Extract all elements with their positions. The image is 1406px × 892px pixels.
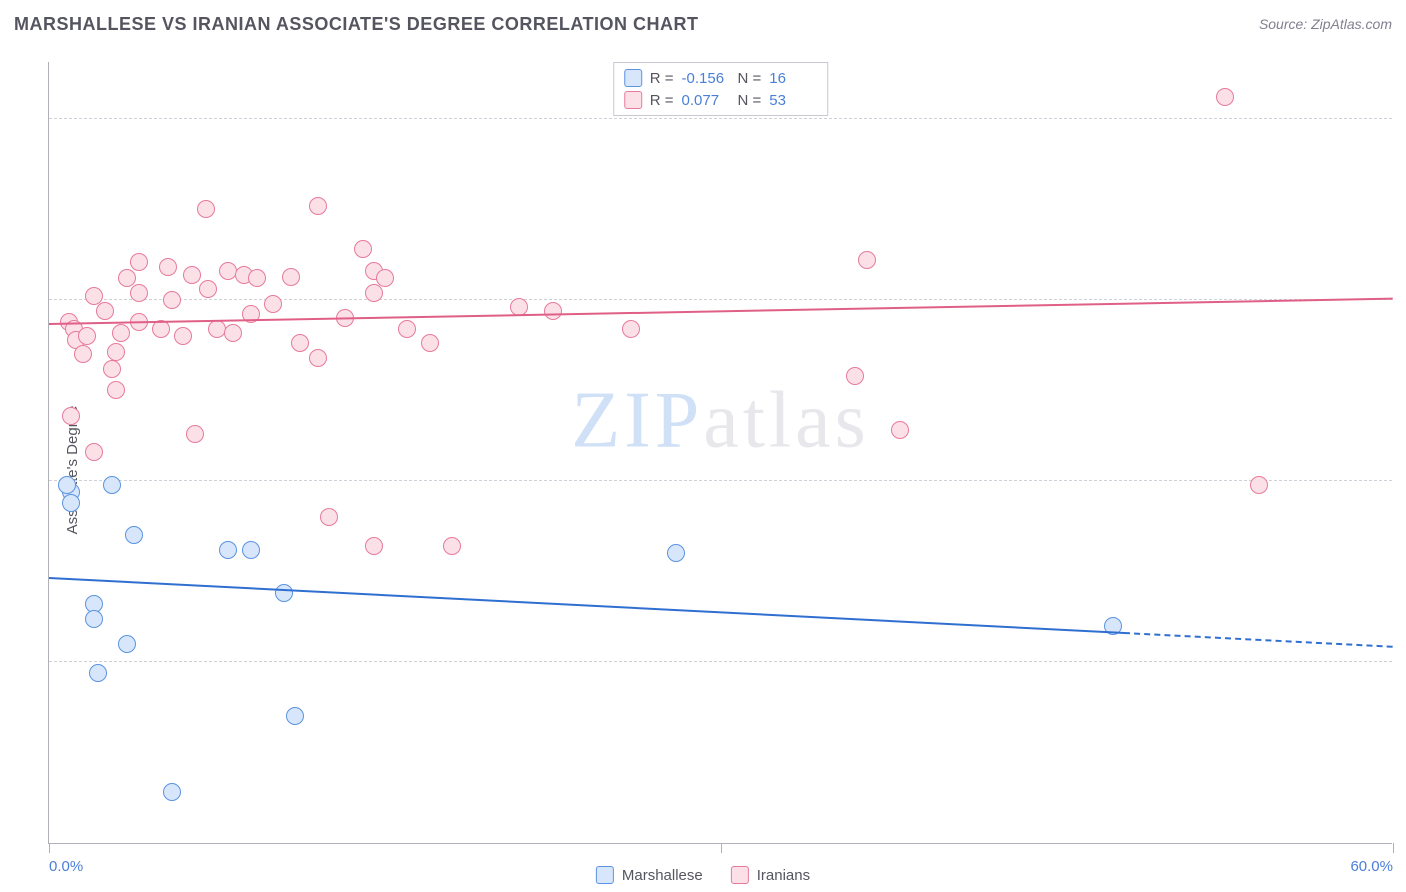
n-value: 53: [769, 92, 817, 109]
scatter-point: [174, 327, 192, 345]
scatter-point: [186, 425, 204, 443]
y-tick-label: 50.0%: [1400, 455, 1406, 472]
scatter-point: [309, 349, 327, 367]
scatter-point: [183, 266, 201, 284]
scatter-point: [78, 327, 96, 345]
scatter-point: [96, 302, 114, 320]
r-label: R =: [650, 70, 674, 87]
legend-swatch: [731, 866, 749, 884]
scatter-point: [118, 635, 136, 653]
series-legend: Marshallese Iranians: [596, 866, 810, 884]
n-label: N =: [738, 92, 762, 109]
scatter-point: [1250, 476, 1268, 494]
n-label: N =: [738, 70, 762, 87]
scatter-point: [130, 253, 148, 271]
scatter-point: [667, 544, 685, 562]
scatter-point: [421, 334, 439, 352]
scatter-point: [282, 268, 300, 286]
scatter-point: [248, 269, 266, 287]
series-legend-label: Marshallese: [622, 867, 703, 884]
scatter-point: [622, 320, 640, 338]
scatter-point: [58, 476, 76, 494]
stats-legend-row: R = -0.156 N = 16: [624, 67, 818, 89]
scatter-point: [354, 240, 372, 258]
y-tick-label: 25.0%: [1400, 636, 1406, 653]
watermark-accent: ZIP: [571, 377, 703, 465]
scatter-point: [891, 421, 909, 439]
scatter-point: [275, 584, 293, 602]
scatter-point: [376, 269, 394, 287]
x-tick: [49, 843, 50, 853]
scatter-point: [443, 537, 461, 555]
series-legend-label: Iranians: [757, 867, 810, 884]
x-tick: [721, 843, 722, 853]
scatter-point: [224, 324, 242, 342]
scatter-point: [544, 302, 562, 320]
scatter-point: [112, 324, 130, 342]
series-legend-item: Iranians: [731, 866, 810, 884]
scatter-point: [163, 291, 181, 309]
scatter-point: [309, 197, 327, 215]
gridline: [49, 480, 1392, 481]
scatter-point: [365, 284, 383, 302]
scatter-point: [103, 360, 121, 378]
gridline: [49, 299, 1392, 300]
gridline: [49, 661, 1392, 662]
n-value: 16: [769, 70, 817, 87]
x-tick-label: 0.0%: [49, 858, 83, 875]
series-legend-item: Marshallese: [596, 866, 703, 884]
y-tick-label: 75.0%: [1400, 274, 1406, 291]
scatter-point: [74, 345, 92, 363]
x-tick-label: 60.0%: [1350, 858, 1393, 875]
scatter-point: [242, 541, 260, 559]
stats-legend: R = -0.156 N = 16 R = 0.077 N = 53: [613, 62, 829, 116]
r-label: R =: [650, 92, 674, 109]
scatter-point: [846, 367, 864, 385]
scatter-point: [159, 258, 177, 276]
scatter-point: [365, 537, 383, 555]
scatter-point: [398, 320, 416, 338]
plot-area: ZIPatlas R =-0.156N =16R =0.077N =53 25.…: [48, 62, 1392, 844]
scatter-point: [1216, 88, 1234, 106]
scatter-point: [85, 610, 103, 628]
scatter-point: [199, 280, 217, 298]
watermark-faint: atlas: [703, 377, 870, 465]
scatter-point: [85, 443, 103, 461]
scatter-point: [103, 476, 121, 494]
watermark: ZIPatlas: [571, 376, 870, 467]
legend-swatch: [596, 866, 614, 884]
scatter-point: [197, 200, 215, 218]
source-label: Source: ZipAtlas.com: [1259, 16, 1392, 32]
chart-title: MARSHALLESE VS IRANIAN ASSOCIATE'S DEGRE…: [14, 14, 698, 35]
stats-legend-row: R = 0.077 N = 53: [624, 89, 818, 111]
scatter-point: [858, 251, 876, 269]
scatter-point: [62, 407, 80, 425]
scatter-point: [89, 664, 107, 682]
scatter-point: [219, 541, 237, 559]
gridline: [49, 118, 1392, 119]
scatter-point: [291, 334, 309, 352]
scatter-point: [62, 494, 80, 512]
scatter-point: [264, 295, 282, 313]
scatter-point: [320, 508, 338, 526]
scatter-point: [107, 343, 125, 361]
scatter-point: [107, 381, 125, 399]
legend-swatch: [624, 69, 642, 87]
scatter-point: [125, 526, 143, 544]
scatter-point: [130, 284, 148, 302]
r-value: 0.077: [682, 92, 730, 109]
scatter-point: [163, 783, 181, 801]
scatter-point: [286, 707, 304, 725]
plot-container: Associate's Degree ZIPatlas R =-0.156N =…: [0, 48, 1406, 892]
r-value: -0.156: [682, 70, 730, 87]
trend-line: [49, 577, 1124, 634]
trend-line-dashed: [1124, 632, 1393, 648]
legend-swatch: [624, 91, 642, 109]
chart-header: MARSHALLESE VS IRANIAN ASSOCIATE'S DEGRE…: [0, 0, 1406, 48]
y-tick-label: 100.0%: [1400, 93, 1406, 110]
x-tick: [1393, 843, 1394, 853]
